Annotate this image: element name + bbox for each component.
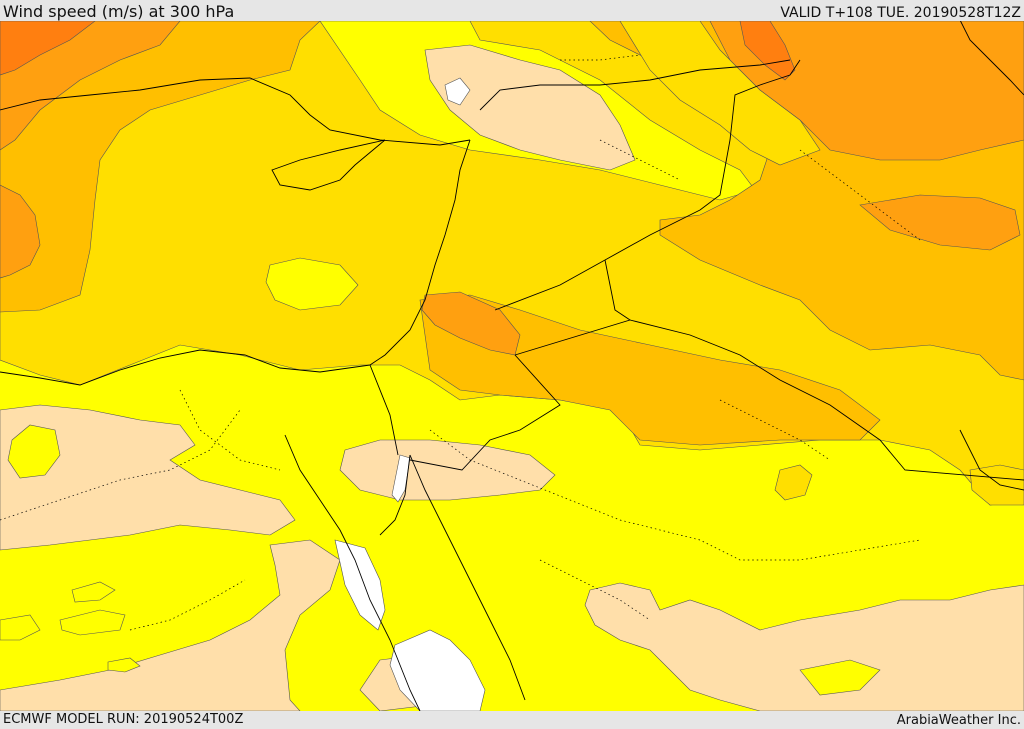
- wind-band-level-4: [0, 21, 321, 313]
- wind-speed-map: [0, 21, 1024, 711]
- wind-band-level-2: [265, 257, 359, 311]
- wind-band-level-1: [0, 539, 341, 711]
- model-run-label: ECMWF MODEL RUN: 20190524T00Z: [3, 712, 244, 727]
- wind-band-level-2: [0, 614, 41, 641]
- wind-band-level-2: [71, 581, 116, 603]
- wind-band-level-3: [619, 21, 821, 166]
- wind-band-level-5: [0, 21, 181, 151]
- wind-band-level-6: [0, 21, 96, 76]
- wind-band-level-2: [799, 659, 881, 696]
- wind-band-level-2: [7, 424, 61, 479]
- wind-band-level-4: [419, 294, 881, 446]
- admin-boundaries: [0, 54, 921, 631]
- footer-bar: ECMWF MODEL RUN: 20190524T00Z ArabiaWeat…: [0, 711, 1024, 729]
- no-data-area: [391, 454, 411, 503]
- header-bar: Wind speed (m/s) at 300 hPa VALID T+108 …: [0, 0, 1024, 21]
- credit-label: ArabiaWeather Inc.: [896, 713, 1021, 728]
- wind-band-level-1: [424, 44, 636, 171]
- wind-band-level-1: [0, 404, 296, 551]
- wind-band-level-2: [59, 609, 126, 636]
- wind-band-level-2: [107, 657, 141, 673]
- map-title: Wind speed (m/s) at 300 hPa: [3, 2, 235, 21]
- no-data-area: [444, 77, 471, 106]
- wind-band-level-5: [0, 184, 41, 279]
- no-data-area: [389, 629, 486, 711]
- wind-band-level-3: [969, 464, 1024, 506]
- wind-band-level-1: [584, 582, 1024, 711]
- wind-band-level-5: [859, 194, 1021, 251]
- valid-time: VALID T+108 TUE. 20190528T12Z: [780, 5, 1021, 21]
- coastlines: [0, 21, 1024, 711]
- wind-band-level-5: [421, 291, 521, 356]
- country-borders: [369, 59, 1024, 481]
- wind-band-level-3: [774, 464, 813, 501]
- no-data-area: [334, 539, 386, 631]
